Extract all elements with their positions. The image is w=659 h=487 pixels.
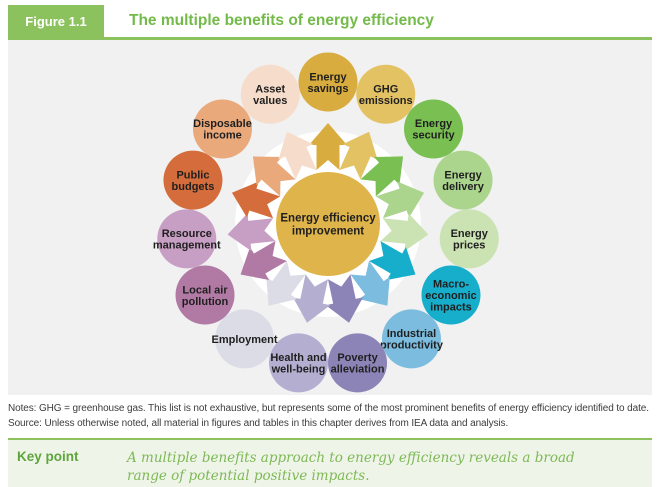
benefit-circle-industrial-productivity — [381, 309, 441, 369]
center-circle — [276, 172, 380, 276]
benefit-label-local-air-pollution: pollution — [182, 296, 229, 308]
benefit-circle-disposable-income — [192, 99, 252, 159]
benefit-label-energy-security: security — [412, 130, 455, 142]
benefit-label-energy-savings: savings — [308, 83, 349, 95]
outward-arrow-employment — [266, 260, 306, 306]
benefit-circle-health-and-well-being — [268, 333, 328, 393]
figure-number-badge: Figure 1.1 — [8, 5, 104, 37]
benefit-circle-energy-savings — [298, 52, 358, 112]
outward-arrow-disposable-income — [252, 156, 296, 197]
benefit-label-poverty-alleviation: alleviation — [331, 364, 385, 376]
benefit-circle-local-air-pollution — [175, 265, 235, 325]
benefit-label-ghg-emissions: emissions — [359, 95, 413, 107]
outward-arrow-energy-delivery — [375, 181, 425, 219]
figure-canvas: Energy savings GHG emissions Energy security E… — [8, 40, 652, 395]
benefit-label-public-budgets: budgets — [172, 181, 215, 193]
benefit-circle-energy-delivery — [433, 150, 493, 210]
figure-header: Figure 1.1 The multiple benefits of ener… — [8, 5, 652, 40]
benefit-circle-energy-security — [404, 99, 464, 159]
notes-line: Notes: GHG = greenhouse gas. This list i… — [8, 403, 649, 414]
benefit-circle-macro-economic-impacts — [421, 265, 481, 325]
benefit-label-poverty-alleviation: Poverty — [337, 352, 378, 364]
benefit-label-health-and-well-being: Health and — [270, 352, 326, 364]
benefit-label-disposable-income: Disposable — [193, 118, 252, 130]
outward-arrow-ghg-emissions — [339, 131, 378, 180]
benefit-label-energy-security: Energy — [415, 118, 453, 130]
outward-arrow-resource-management — [227, 213, 276, 252]
figure-notes: Notes: GHG = greenhouse gas. This list i… — [8, 401, 651, 431]
benefit-label-energy-prices: prices — [453, 240, 485, 252]
benefit-label-ghg-emissions: GHG — [373, 84, 398, 96]
outward-arrow-asset-values — [278, 131, 317, 180]
benefit-label-resource-management: Resource — [162, 228, 212, 240]
benefit-label-disposable-income: income — [203, 130, 242, 142]
benefit-label-energy-prices: Energy — [451, 228, 489, 240]
outward-arrow-public-budgets — [231, 181, 281, 219]
benefit-label-asset-values: values — [253, 95, 287, 107]
benefit-label-industrial-productivity: productivity — [380, 340, 444, 352]
benefit-circle-public-budgets — [163, 150, 223, 210]
outward-arrow-poverty-alleviation — [325, 274, 364, 323]
outward-arrow-health-and-well-being — [292, 274, 331, 323]
outward-arrow-local-air-pollution — [240, 241, 287, 280]
benefit-label-macro-economic-impacts: Macro- — [433, 279, 469, 291]
benefit-label-health-and-well-being: well-being — [271, 364, 326, 376]
benefit-circle-employment — [215, 309, 275, 369]
key-point-label: Key point — [17, 449, 79, 464]
benefit-circle-resource-management — [157, 209, 217, 269]
benefit-label-industrial-productivity: Industrial — [387, 328, 437, 340]
outward-arrow-energy-security — [360, 156, 404, 197]
center-label: improvement — [292, 226, 364, 238]
benefit-label-energy-delivery: Energy — [444, 169, 482, 181]
benefit-circle-ghg-emissions — [356, 64, 416, 124]
benefit-label-energy-savings: Energy — [309, 71, 347, 83]
benefit-circle-asset-values — [240, 64, 300, 124]
outward-arrow-energy-savings — [309, 123, 347, 170]
benefit-label-energy-delivery: delivery — [442, 181, 484, 193]
benefit-employment: Employment — [212, 309, 278, 369]
key-point-band: Key point A multiple benefits approach t… — [8, 438, 652, 487]
benefit-label-public-budgets: Public — [176, 169, 209, 181]
benefit-label-local-air-pollution: Local air — [182, 284, 228, 296]
figure-page: Figure 1.1 The multiple benefits of ener… — [0, 5, 659, 487]
outward-arrow-energy-prices — [380, 213, 429, 252]
figure-title: The multiple benefits of energy efficien… — [129, 12, 434, 29]
benefit-label-macro-economic-impacts: impacts — [430, 302, 472, 314]
key-point-text: A multiple benefits approach to energy e… — [127, 450, 575, 485]
outward-arrow-industrial-productivity — [350, 260, 390, 306]
benefit-label-macro-economic-impacts: economic — [425, 290, 476, 302]
source-line: Source: Unless otherwise noted, all mate… — [8, 418, 509, 429]
benefit-label-resource-management: management — [153, 240, 221, 252]
benefit-circle-energy-prices — [439, 209, 499, 269]
benefit-label-asset-values: Asset — [255, 84, 285, 96]
benefit-label-employment: Employment — [212, 334, 278, 346]
outward-arrow-macro-economic-impacts — [369, 241, 416, 280]
center-label: Energy efficiency — [280, 213, 376, 225]
benefit-circle-poverty-alleviation — [328, 333, 388, 393]
